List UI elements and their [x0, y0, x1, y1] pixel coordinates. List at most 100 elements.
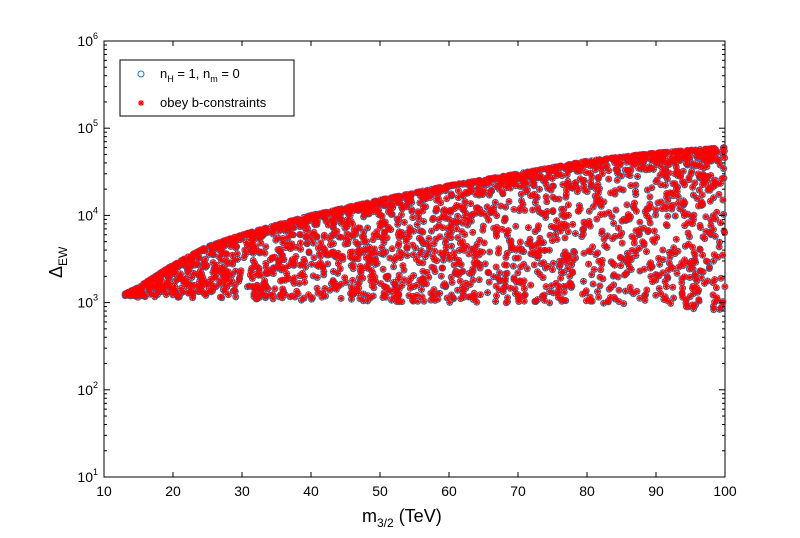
data-point [399, 282, 406, 289]
data-point [235, 233, 242, 240]
data-point [485, 269, 492, 276]
data-point [461, 247, 468, 254]
data-point [502, 275, 509, 282]
data-point [289, 293, 296, 300]
data-point [444, 231, 451, 238]
data-point [355, 289, 362, 296]
data-point [663, 190, 670, 197]
data-point [563, 186, 570, 193]
data-point [632, 188, 639, 195]
data-point [279, 286, 286, 293]
data-point [174, 294, 181, 301]
data-point [462, 209, 469, 216]
data-point [365, 247, 372, 254]
data-point [595, 189, 602, 196]
data-point [266, 292, 273, 299]
data-point [342, 206, 349, 213]
data-point [556, 263, 563, 270]
data-point [608, 213, 615, 220]
data-point [210, 284, 217, 291]
data-point [360, 297, 367, 304]
data-point [620, 187, 627, 194]
data-point [343, 279, 350, 286]
data-point [618, 218, 625, 225]
data-point [505, 198, 512, 205]
data-point [558, 221, 565, 228]
data-point [465, 293, 472, 300]
data-point [639, 238, 646, 245]
data-point [569, 221, 576, 228]
data-point [248, 267, 255, 274]
data-point [533, 242, 540, 249]
data-point [566, 280, 573, 287]
data-point [288, 240, 295, 247]
data-point [700, 164, 707, 171]
data-point [552, 195, 559, 202]
data-point [532, 199, 539, 206]
data-point [358, 269, 365, 276]
data-point [279, 235, 286, 242]
data-point [546, 169, 553, 176]
data-point [468, 218, 475, 225]
data-point [642, 208, 649, 215]
data-point [714, 254, 721, 261]
data-point [218, 265, 225, 272]
data-point [365, 257, 372, 264]
data-point [252, 243, 259, 250]
data-point [241, 247, 248, 254]
data-point [465, 189, 472, 196]
data-point [612, 233, 619, 240]
data-point [539, 210, 546, 217]
data-point [196, 254, 203, 261]
data-point [414, 298, 421, 305]
data-point [377, 224, 384, 231]
data-point [434, 191, 441, 198]
data-point [534, 268, 541, 275]
data-point [252, 230, 259, 237]
data-point [300, 214, 307, 221]
data-point [587, 298, 594, 305]
data-point [521, 298, 528, 305]
data-point [300, 223, 307, 230]
data-point [607, 294, 614, 301]
data-point [176, 273, 183, 280]
data-point [195, 288, 202, 295]
data-point [248, 265, 255, 272]
data-point [699, 252, 706, 259]
data-point [271, 224, 278, 231]
data-point [284, 240, 291, 247]
data-point [437, 188, 444, 195]
data-point [504, 294, 511, 301]
data-point [597, 211, 604, 218]
data-point [549, 175, 556, 182]
data-point [604, 162, 611, 169]
data-point [534, 194, 541, 201]
data-point [592, 166, 599, 173]
data-point [262, 243, 269, 250]
data-point [643, 212, 650, 219]
data-point [627, 167, 634, 174]
data-point [192, 262, 199, 269]
data-point [134, 285, 141, 292]
data-point [360, 248, 367, 255]
data-point [604, 232, 611, 239]
data-point [587, 294, 594, 301]
data-point [671, 170, 678, 177]
data-point [422, 240, 429, 247]
data-point [202, 292, 209, 299]
data-point [363, 238, 370, 245]
data-point [488, 209, 495, 216]
data-point [464, 221, 471, 228]
data-point [350, 261, 357, 268]
data-point [396, 228, 403, 235]
data-point [622, 167, 629, 174]
data-point [410, 272, 417, 279]
data-point [237, 267, 244, 274]
data-point [598, 165, 605, 172]
data-point [515, 254, 522, 261]
data-point [261, 280, 268, 287]
data-point [466, 270, 473, 277]
data-point [416, 227, 423, 234]
data-point [639, 160, 646, 167]
data-point [154, 285, 161, 292]
